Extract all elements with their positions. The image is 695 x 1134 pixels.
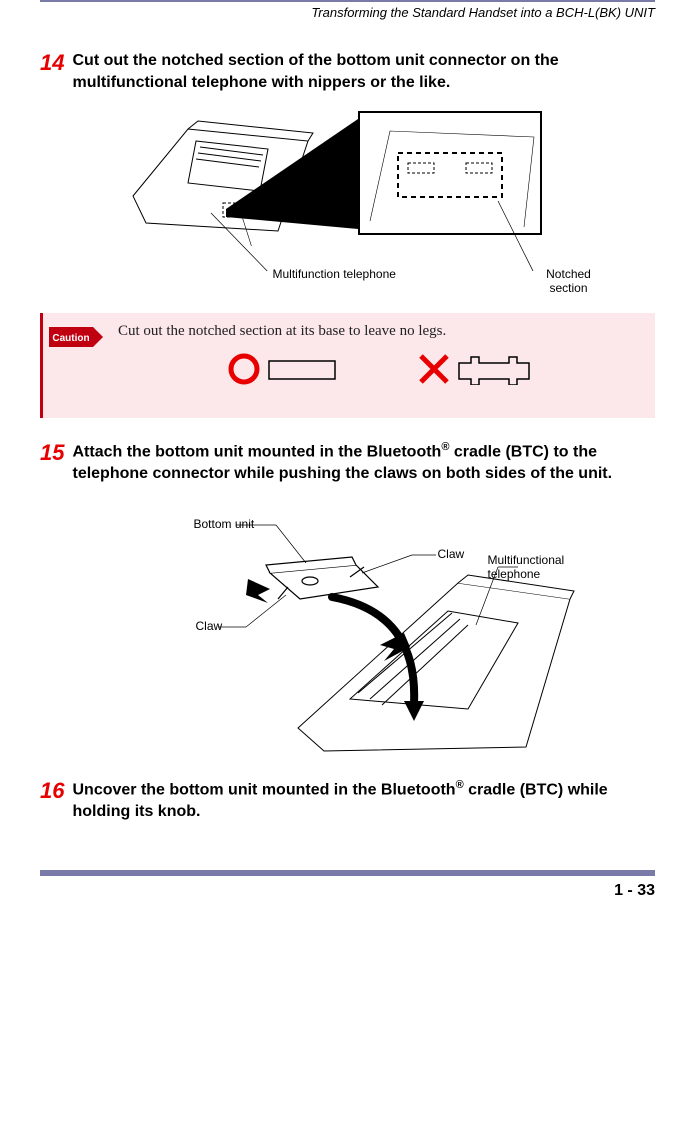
page: Transforming the Standard Handset into a… — [0, 0, 695, 900]
content-area: 14 Cut out the notched section of the bo… — [40, 50, 655, 822]
step-number: 16 — [40, 778, 64, 804]
step-15: 15 Attach the bottom unit mounted in the… — [40, 440, 655, 485]
page-number: 1 - 33 — [614, 882, 655, 900]
step-number: 15 — [40, 440, 64, 466]
caution-badge-text: Caution — [52, 333, 89, 344]
label-bottom-unit: Bottom unit — [194, 517, 255, 531]
caution-badge: Caution — [49, 325, 104, 349]
header-rule — [40, 0, 655, 2]
step-number: 14 — [40, 50, 64, 76]
figure-step15: Bottom unit Claw Claw Multifunctional te… — [118, 503, 578, 763]
figure-step14: Multifunction telephone Notched section — [40, 111, 655, 295]
ng-x-icon — [417, 352, 451, 386]
caution-block: Caution Cut out the notched section at i… — [40, 313, 655, 418]
running-header: Transforming the Standard Handset into a… — [40, 5, 655, 20]
step-16: 16 Uncover the bottom unit mounted in th… — [40, 778, 655, 823]
callout-lines — [98, 111, 598, 271]
ok-circle-icon — [227, 352, 261, 386]
caution-text: Cut out the notched section at its base … — [118, 323, 643, 340]
label-multifunctional-phone: Multifunctional telephone — [488, 553, 578, 581]
label-notched-section: Notched section — [540, 267, 598, 295]
step-14: 14 Cut out the notched section of the bo… — [40, 50, 655, 93]
label-claw-left: Claw — [196, 619, 223, 633]
wrong-notch-icon — [457, 353, 535, 385]
wrong-example — [417, 352, 535, 386]
correct-notch-icon — [267, 355, 337, 383]
step-text: Uncover the bottom unit mounted in the B… — [72, 778, 655, 823]
label-claw-right: Claw — [438, 547, 465, 561]
caution-content: Cut out the notched section at its base … — [114, 313, 655, 418]
label-multifunction-phone: Multifunction telephone — [273, 267, 396, 281]
footer-rule — [40, 870, 655, 876]
step-text: Cut out the notched section of the botto… — [72, 50, 655, 93]
step-text: Attach the bottom unit mounted in the Bl… — [72, 440, 655, 485]
correct-example — [227, 352, 337, 386]
